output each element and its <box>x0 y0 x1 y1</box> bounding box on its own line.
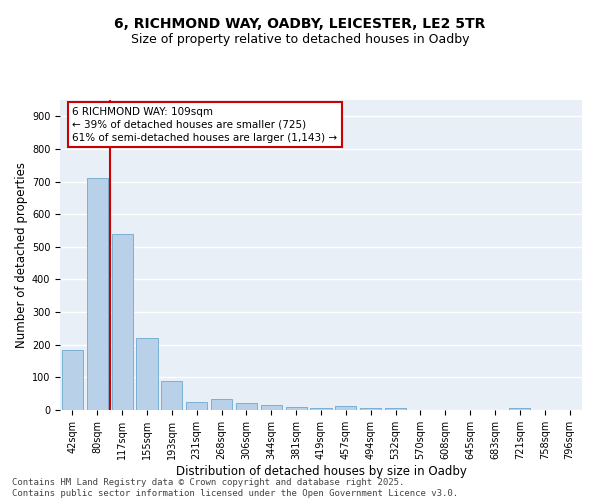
Text: Size of property relative to detached houses in Oadby: Size of property relative to detached ho… <box>131 32 469 46</box>
Bar <box>286 406 307 410</box>
Text: Contains HM Land Registry data © Crown copyright and database right 2025.
Contai: Contains HM Land Registry data © Crown c… <box>12 478 458 498</box>
Bar <box>186 402 207 410</box>
Bar <box>112 234 133 410</box>
Bar <box>62 350 83 410</box>
Bar <box>385 408 406 410</box>
Bar <box>261 405 282 410</box>
Text: 6, RICHMOND WAY, OADBY, LEICESTER, LE2 5TR: 6, RICHMOND WAY, OADBY, LEICESTER, LE2 5… <box>115 18 485 32</box>
Bar <box>87 178 108 410</box>
Bar <box>136 338 158 410</box>
Bar <box>360 408 381 410</box>
Bar <box>335 406 356 410</box>
Bar <box>161 380 182 410</box>
Bar <box>211 398 232 410</box>
Bar <box>310 408 332 410</box>
Y-axis label: Number of detached properties: Number of detached properties <box>14 162 28 348</box>
Text: 6 RICHMOND WAY: 109sqm
← 39% of detached houses are smaller (725)
61% of semi-de: 6 RICHMOND WAY: 109sqm ← 39% of detached… <box>73 106 338 143</box>
Bar <box>509 408 530 410</box>
Bar <box>236 403 257 410</box>
X-axis label: Distribution of detached houses by size in Oadby: Distribution of detached houses by size … <box>176 464 466 477</box>
